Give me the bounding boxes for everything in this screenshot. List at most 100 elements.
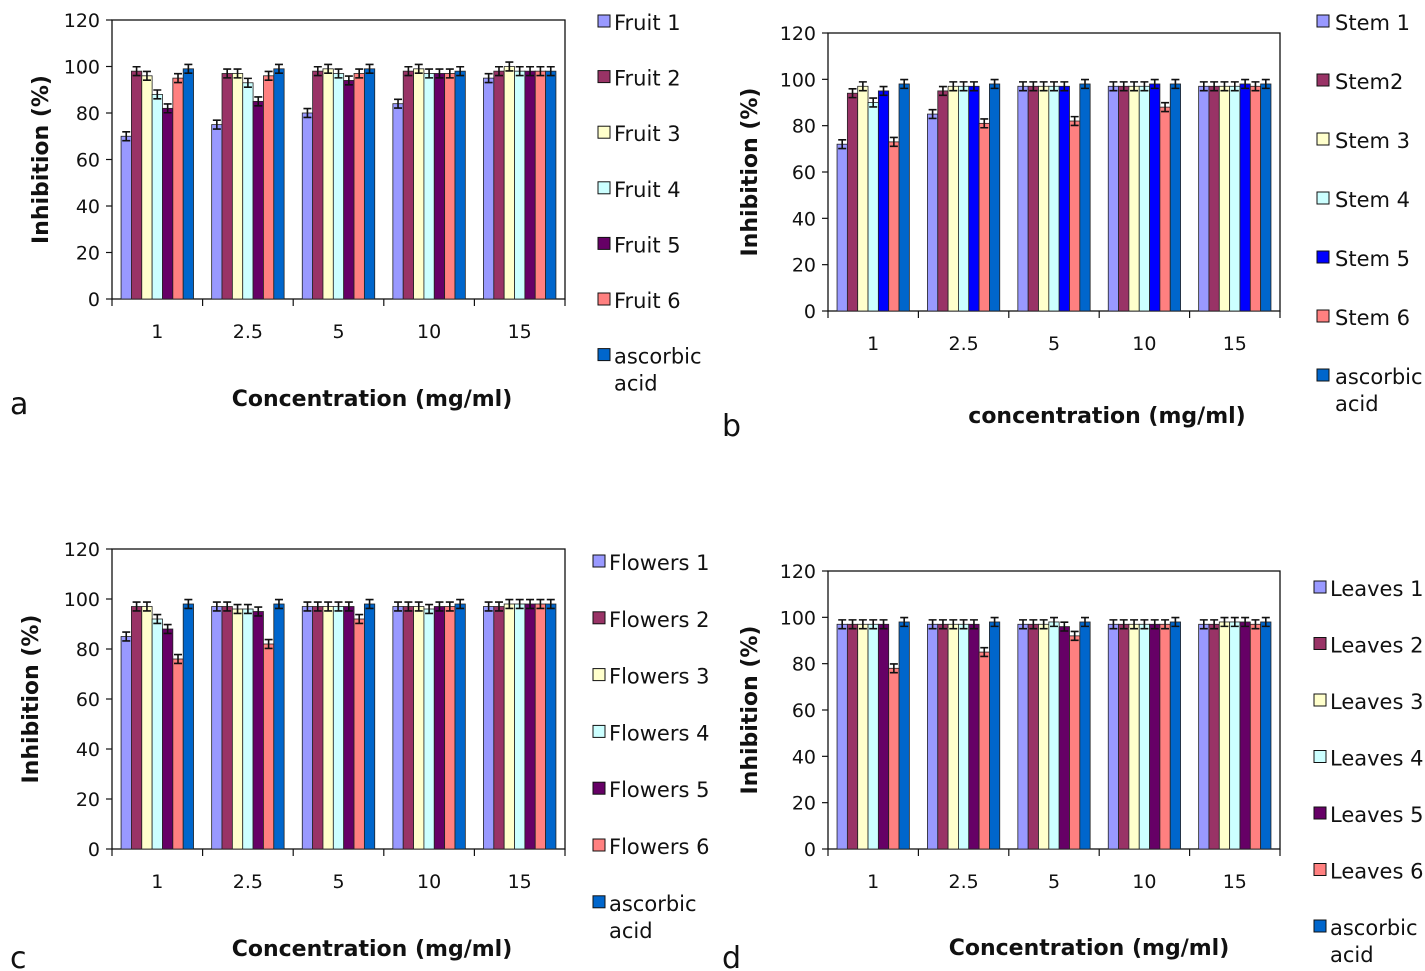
chart-b-error-bar [1161,101,1170,113]
chart-a-legend-label: Fruit 3 [614,122,681,146]
chart-d-error-bar [1230,616,1239,628]
chart-c-legend-label: Flowers 3 [609,665,709,689]
chart-b-error-bar [1119,81,1128,92]
chart-a-bar [162,107,174,300]
chart-c-error-bar [365,598,374,610]
chart-a-legend-label: Fruit 2 [614,67,681,91]
chart-b-ytick-label: 20 [792,255,816,277]
chart-b-bar [978,122,990,312]
chart-a-bar [545,70,557,300]
chart-c-bar [534,603,546,850]
chart-b-error-bar [1199,81,1208,92]
chart-d-bar [1249,623,1262,850]
chart-b-legend-swatch [1316,73,1330,87]
chart-c-bar [392,606,404,850]
chart-c-legend-label: Flowers 1 [609,551,709,575]
chart-d-xtick-label: 5 [1048,871,1060,893]
chart-a-bar [423,73,435,300]
chart-b-error-bar [1019,81,1028,92]
chart-c-legend-swatch [592,838,606,852]
chart-c-error-bar [456,598,465,610]
chart-d-bar [1218,621,1231,850]
chart-a-error-bar [494,65,503,77]
chart-c-bar [141,606,153,850]
chart-b-bar [1079,83,1091,312]
chart-a-error-bar [243,77,252,88]
chart-c-error-bar [355,613,364,625]
chart-c-error-bar [484,601,493,612]
chart-c-bar [221,606,233,850]
chart-d-error-bar [858,619,867,630]
chart-a-bar [514,70,526,300]
chart-c-bar [332,606,345,850]
chart-b-error-bar [1220,81,1229,92]
chart-b-bar [947,85,959,312]
chart-d-bar [978,651,990,850]
chart-c-error-bar [505,598,514,610]
chart-a-bar [493,70,505,300]
chart-d-xtick-label: 1 [867,871,879,893]
chart-d-xtick-label: 15 [1223,871,1247,893]
chart-c-ytick-label: 60 [76,689,100,711]
chart-a-error-bar [404,65,413,77]
chart-d-legend-label: ascorbic [1330,916,1418,940]
chart-a-error-bar [344,75,353,86]
chart-c-error-bar [142,601,151,612]
chart-b-error-bar [1251,81,1260,92]
chart-a-error-bar [456,65,465,77]
chart-a-ytick-label: 120 [64,10,100,32]
chart-d-error-bar [1161,619,1170,630]
chart-d-error-bar [900,616,909,628]
chart-d-ytick-label: 60 [792,700,816,722]
chart-d-error-bar [869,619,878,630]
chart-a-error-bar [313,65,322,77]
chart-a-legend-swatch [597,181,611,195]
chart-a-ytick-label: 0 [88,289,100,311]
chart-a-xtick-label: 5 [332,321,344,343]
chart-c-xtick-label: 10 [417,871,441,893]
chart-d-error-bar [1150,619,1159,630]
chart-b-bar [989,83,1001,312]
chart-c-error-bar [132,601,141,612]
chart-c-bar [312,606,324,850]
chart-a-bar [534,70,546,300]
chart-d-bar [1048,621,1060,850]
chart-c-error-bar [425,603,434,615]
chart-b-ytick-label: 120 [780,23,816,45]
chart-a-error-bar [254,96,263,107]
chart-b-bar [1048,85,1060,312]
chart-b-legend-swatch [1316,14,1330,28]
chart-c-bar [131,606,143,850]
chart-a-ytick-label: 40 [76,196,100,218]
chart-d-error-bar [1070,630,1079,642]
chart-a-error-bar [274,63,283,75]
chart-a-error-bar [233,68,242,79]
chart-b-legend-label: Stem 3 [1335,129,1410,153]
chart-d-bar [1058,626,1070,850]
chart-d-error-bar [1019,619,1028,630]
chart-c-legend-label: Flowers 4 [609,721,709,745]
chart-d-error-bar [1171,616,1180,628]
chart-b-error-bar [969,81,978,92]
chart-a-legend-swatch [597,348,611,362]
chart-b-bar [937,90,949,312]
chart-a-error-bar [435,68,444,79]
chart-a-bar [483,77,495,300]
chart-c-legend-label: Flowers 2 [609,608,709,632]
chart-c-error-bar [526,598,535,610]
chart-d-error-bar [879,619,888,630]
chart-a-ylabel: Inhibition (%) [29,75,54,244]
chart-b-error-bar [938,85,947,97]
chart-c-legend-swatch [592,781,606,795]
chart-a-panel-label: a [10,387,28,422]
chart-a-error-bar [174,72,183,84]
chart-d-bar [1229,621,1241,850]
chart-a-error-bar [264,70,273,81]
chart-a-error-bar [303,107,312,119]
chart-c-error-bar [334,601,343,612]
chart-c-bar [231,608,244,850]
chart-b-legend-label-cont: acid [1335,392,1379,416]
chart-d-bar [877,623,890,850]
chart-a-bar [211,124,223,300]
chart-c-bar [120,636,132,850]
